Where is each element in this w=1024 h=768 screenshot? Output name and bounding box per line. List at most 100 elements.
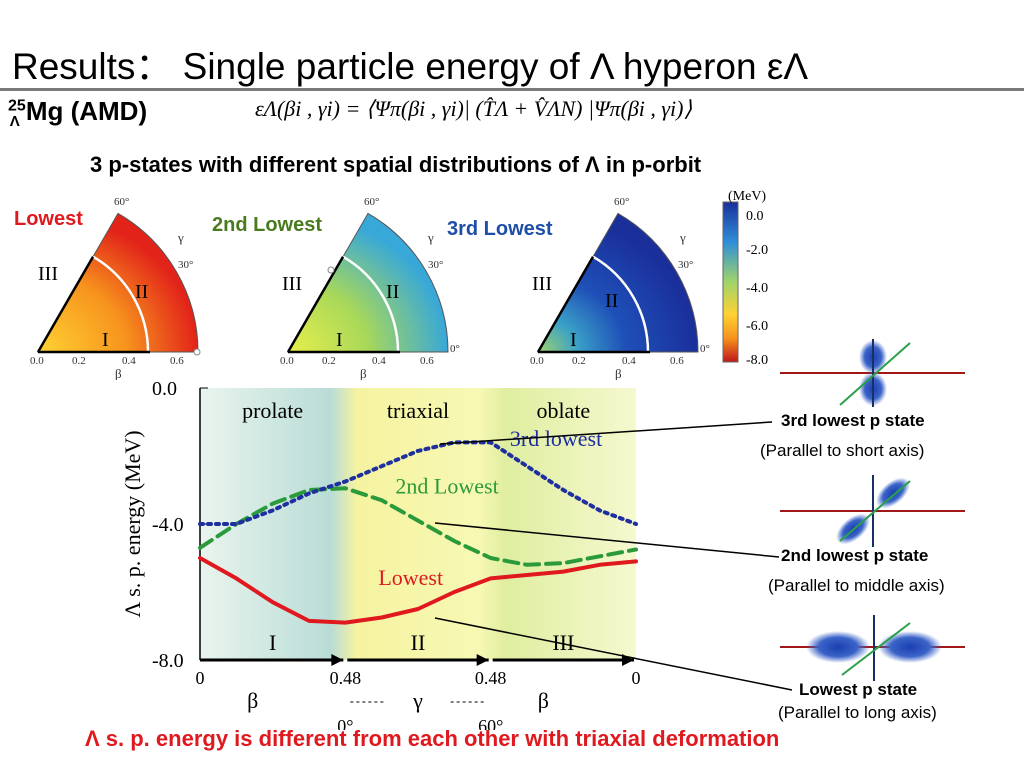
path-label-III: III [552, 630, 574, 655]
title-divider [0, 88, 1024, 91]
state-diagrams [780, 339, 965, 681]
map2-gamma: γ [427, 230, 434, 245]
energy-chart: 0.0 -4.0 -8.0 Λ s. p. energy (MeV) prolate tr… [120, 378, 641, 730]
path-label-II: II [411, 630, 426, 655]
map3-beta-0.6: 0.6 [670, 355, 684, 367]
region-label-triaxial: triaxial [387, 398, 449, 423]
path-arrow-III [36, 256, 95, 353]
map3-region-III: III [532, 273, 552, 295]
map1-region-I: I [102, 329, 109, 351]
state-desc-lowest: (Parallel to long axis) [778, 703, 937, 722]
orbital-lobe [876, 477, 910, 509]
state-label-second: 2nd lowest p state [781, 546, 929, 565]
slide-title: Results： Single particle energy of Λ hyp… [12, 46, 809, 87]
map1-beta-0.0: 0.0 [30, 355, 44, 367]
series-label-2nd-lowest: 2nd Lowest [395, 473, 498, 498]
series-label-lowest: Lowest [378, 565, 443, 590]
segment-axis-I: β [247, 688, 258, 713]
nucleus-name: Mg (AMD) [25, 96, 148, 126]
colorbar-tick-0: 0.0 [746, 209, 764, 224]
map2-region-III: III [282, 273, 302, 295]
orbital-lobe [806, 631, 870, 663]
x-tick-label: 0.48 [475, 668, 507, 688]
middle-axis-arrow [839, 342, 911, 406]
map-label-third: 3rd Lowest [447, 218, 553, 240]
middle-axis-arrow [839, 480, 911, 542]
map3-angle-30: 30° [678, 259, 693, 271]
orbital-lobe [878, 631, 942, 663]
map3-angle-60: 60° [614, 196, 629, 208]
series-line-2nd-lowest [198, 486, 638, 567]
region-label-prolate: prolate [242, 398, 303, 423]
state-desc-second: (Parallel to middle axis) [768, 576, 945, 595]
map1-beta-0.4: 0.4 [122, 355, 136, 367]
map1-beta: β [115, 366, 122, 380]
path-label-I: I [269, 630, 276, 655]
deformation-maps: III II I III II I III II I 60° 30° γ 60°… [30, 189, 768, 380]
colorbar-tick-4: -4.0 [746, 281, 768, 296]
series-line-lowest [198, 556, 638, 625]
y-tick-label: -8.0 [152, 650, 184, 672]
map3-beta-0.4: 0.4 [622, 355, 636, 367]
mass-number: 25 [8, 97, 26, 115]
state-label-lowest: Lowest p state [799, 680, 918, 699]
y-tick-label: 0.0 [152, 378, 177, 400]
map2-angle-30: 30° [428, 259, 443, 271]
region-label-oblate: oblate [536, 398, 590, 423]
state-label-third: 3rd lowest p state [781, 411, 925, 430]
map3-region-I: I [570, 329, 577, 351]
map1-angle-30: 30° [178, 259, 193, 271]
map-label-lowest: Lowest [14, 208, 83, 230]
state-diagram-middle-axis [780, 475, 965, 547]
map3-beta-0.0: 0.0 [530, 355, 544, 367]
map1-region-II: II [135, 281, 148, 303]
map2-angle-60: 60° [364, 196, 379, 208]
map2-region-II: II [386, 281, 399, 303]
map-second-lowest [286, 212, 449, 354]
bottom-conclusion: Λ s. p. energy is different from each ot… [85, 726, 780, 751]
colorbar-tick-2: -2.0 [746, 243, 768, 258]
map1-beta-0.6: 0.6 [170, 355, 184, 367]
x-tick-label: 0 [632, 668, 641, 688]
map-sector [287, 212, 449, 353]
energy-formula: εΛ(βi , γi) = ⟨Ψπ(βi , γi)| (T̂Λ + V̂ΛN)… [255, 96, 693, 121]
plot-area: 0.0 -4.0 -8.0 Λ s. p. energy (MeV) prolate tr… [120, 378, 641, 730]
path-arc [342, 255, 400, 353]
map-label-second: 2nd Lowest [212, 214, 323, 236]
colorbar: (MeV) 0.0 -2.0 -4.0 -6.0 -8.0 [722, 189, 768, 368]
map1-gamma: γ [177, 230, 184, 245]
middle-axis-arrow [841, 622, 911, 676]
map1-beta-0.2: 0.2 [72, 355, 86, 367]
state-desc-third: (Parallel to short axis) [760, 441, 925, 460]
colorbar-tick-8: -8.0 [746, 353, 768, 368]
map-sector [37, 212, 199, 353]
map1-region-III: III [38, 263, 58, 285]
nucleus-label: 25Λ Mg (AMD) [8, 96, 148, 130]
map2-beta-0.2: 0.2 [322, 355, 336, 367]
series-line-3rd-lowest [198, 440, 638, 526]
state-diagram-long-axis [780, 615, 965, 681]
segment-axis-II: γ [412, 688, 423, 713]
map-marker [193, 348, 201, 356]
map3-region-II: II [605, 290, 618, 312]
map-sector [537, 212, 699, 353]
state-diagram-short-axis [780, 339, 965, 407]
y-axis-label: Λ s. p. energy (MeV) [120, 430, 145, 617]
map-third-lowest [536, 212, 699, 354]
colorbar-tick-6: -6.0 [746, 319, 768, 334]
colorbar-gradient [722, 201, 739, 363]
colorbar-unit: (MeV) [728, 189, 766, 204]
map-marker [327, 266, 335, 274]
path-arrowhead-I [331, 654, 344, 666]
map2-beta: β [360, 366, 367, 380]
map3-beta-0.2: 0.2 [572, 355, 586, 367]
slide-subtitle: 3 p-states with different spatial distri… [90, 152, 702, 177]
lambda-subscript: Λ [9, 113, 20, 130]
map1-angle-60: 60° [114, 196, 129, 208]
path-arc [592, 255, 650, 353]
x-tick-label: 0.48 [330, 668, 362, 688]
path-arc [92, 255, 150, 353]
series-label-3rd-lowest: 3rd lowest [510, 426, 602, 451]
map2-beta-0.0: 0.0 [280, 355, 294, 367]
x-tick-label: 0 [196, 668, 205, 688]
